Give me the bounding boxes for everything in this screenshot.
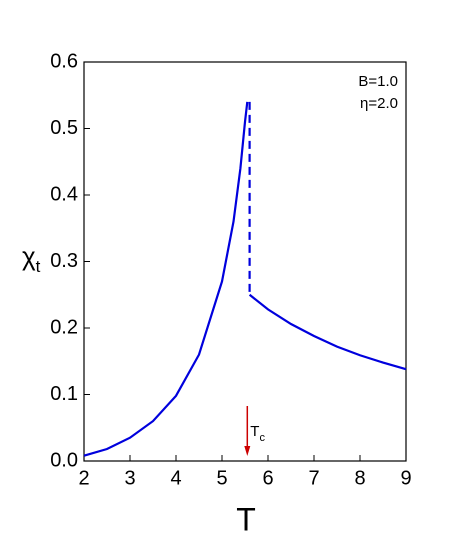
data-line xyxy=(248,293,407,371)
critical-label: Tc xyxy=(250,423,265,444)
y-label-symbol: χ xyxy=(22,241,36,271)
x-tick-label: 3 xyxy=(124,467,135,489)
annotation: η=2.0 xyxy=(360,95,398,112)
x-tick-label: 6 xyxy=(262,467,273,489)
y-tick-label: 0.3 xyxy=(50,250,78,272)
y-tick-label: 0.6 xyxy=(50,50,78,72)
critical-arrowhead xyxy=(244,446,251,456)
y-label-sub: t xyxy=(36,257,41,276)
y-tick-label: 0.4 xyxy=(50,183,78,205)
annotation: B=1.0 xyxy=(358,73,398,90)
y-tick-label: 0.0 xyxy=(50,449,78,471)
x-tick-label: 4 xyxy=(170,467,181,489)
y-axis-label: χt xyxy=(22,241,41,277)
y-tick-label: 0.2 xyxy=(50,316,78,338)
critical-label-sub: c xyxy=(259,432,265,444)
x-axis-label: T xyxy=(236,501,256,537)
x-tick-label: 9 xyxy=(400,467,411,489)
critical-label-main: T xyxy=(250,423,259,440)
x-tick-label: 7 xyxy=(308,467,319,489)
data-line xyxy=(83,101,249,457)
y-tick-label: 0.1 xyxy=(50,383,78,405)
y-tick-label: 0.5 xyxy=(50,117,78,139)
x-tick-label: 2 xyxy=(78,467,89,489)
x-tick-label: 8 xyxy=(354,467,365,489)
x-tick-label: 5 xyxy=(216,467,227,489)
